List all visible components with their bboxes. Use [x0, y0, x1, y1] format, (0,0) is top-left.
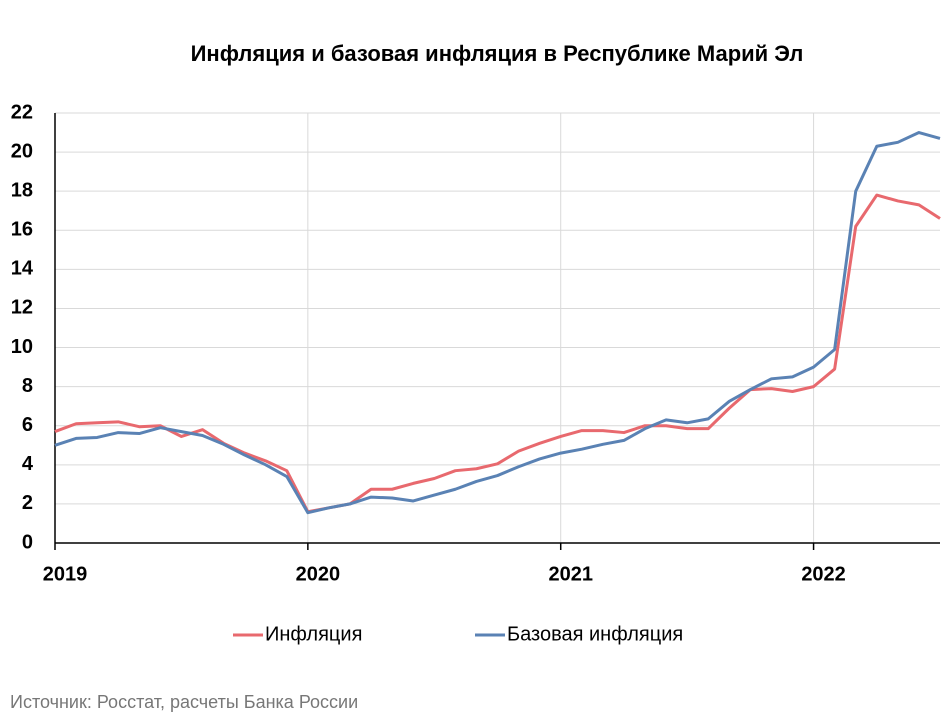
- y-tick-label: 18: [11, 179, 33, 201]
- legend-label: Инфляция: [265, 623, 362, 645]
- y-tick-label: 8: [22, 375, 33, 397]
- y-tick-label: 14: [11, 258, 34, 280]
- y-tick-label: 16: [11, 219, 33, 241]
- series-line: [54, 193, 941, 514]
- y-tick-label: 22: [11, 101, 33, 123]
- y-tick-label: 4: [22, 453, 34, 475]
- x-tick-label: 2019: [43, 563, 88, 585]
- x-tick-label: 2022: [801, 563, 846, 585]
- legend-label: Базовая инфляция: [507, 623, 683, 645]
- y-tick-label: 0: [22, 531, 33, 553]
- y-tick-label: 12: [11, 297, 33, 319]
- y-tick-label: 10: [11, 336, 33, 358]
- series-line: [54, 131, 941, 515]
- chart-title: Инфляция и базовая инфляция в Республике…: [191, 41, 804, 66]
- y-tick-label: 20: [11, 140, 33, 162]
- source: Источник: Росстат, расчеты Банка России: [10, 692, 358, 712]
- y-tick-label: 2: [22, 492, 33, 514]
- x-tick-label: 2021: [548, 563, 593, 585]
- y-tick-label: 6: [22, 414, 33, 436]
- x-tick-label: 2020: [296, 563, 341, 585]
